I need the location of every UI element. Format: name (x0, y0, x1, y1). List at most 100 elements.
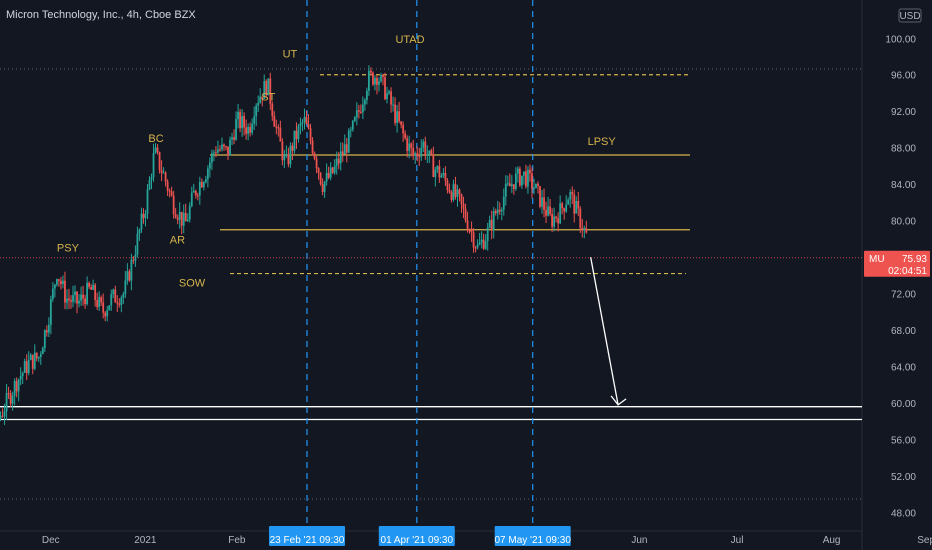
projection-arrow-head (610, 395, 627, 406)
candle-body (31, 354, 34, 369)
candle-body (351, 120, 354, 130)
candle-body (474, 247, 477, 249)
candle-body (448, 189, 451, 193)
candle-body (277, 127, 280, 129)
candle-body (553, 216, 556, 227)
y-tick-label: 88.00 (891, 144, 916, 155)
candle-body (323, 181, 326, 192)
candle-body (259, 96, 262, 103)
candle-body (460, 194, 463, 204)
candle-body (243, 116, 246, 128)
candle-body (466, 220, 469, 231)
candle-body (1, 415, 4, 417)
candle-body (158, 152, 161, 171)
candle-body (355, 110, 358, 118)
candle-body (176, 217, 179, 220)
candle-body (29, 354, 32, 360)
candle-body (174, 214, 177, 218)
candle-body (140, 213, 143, 230)
candle-body (583, 228, 586, 231)
candle-body (299, 123, 302, 127)
candle-body (525, 171, 527, 187)
candle-body (462, 203, 465, 209)
candle-body (490, 219, 493, 231)
candle-body (335, 158, 338, 166)
candle-body (313, 153, 316, 159)
candle-body (488, 219, 491, 228)
candle-body (543, 197, 545, 210)
last-price-value: 75.93 (902, 254, 927, 265)
candle-body (110, 294, 113, 306)
candle-body (353, 117, 356, 121)
candle-body (408, 143, 411, 151)
candle-body (428, 150, 431, 155)
y-tick-label: 72.00 (891, 290, 916, 301)
candle-body (49, 299, 52, 325)
candle-body (321, 184, 324, 192)
candle-body (545, 209, 547, 216)
candle-body (390, 91, 392, 105)
candle-body (285, 154, 288, 156)
x-tick-label: Feb (228, 535, 246, 546)
candle-body (343, 144, 346, 155)
wyckoff-label: ST (261, 91, 275, 103)
candle-body (317, 168, 320, 173)
y-tick-label: 96.00 (891, 71, 916, 82)
candle-body (9, 393, 12, 404)
candle-body (541, 197, 543, 207)
candle-body (150, 177, 153, 180)
candle-body (96, 300, 99, 307)
candle-body (66, 298, 68, 303)
candle-body (188, 206, 191, 220)
candle-body (434, 169, 437, 177)
candle-body (380, 74, 382, 82)
candle-body (378, 81, 380, 85)
candle-body (370, 70, 372, 73)
candle-body (339, 151, 342, 164)
candle-body (255, 105, 258, 117)
candle-body (573, 194, 576, 214)
candle-body (98, 297, 101, 307)
candle-body (518, 168, 521, 186)
candle-body (319, 172, 322, 185)
candle-body (202, 182, 205, 188)
candle-body (263, 81, 266, 99)
candle-body (281, 141, 284, 161)
candle-body (253, 116, 256, 124)
candle-body (192, 190, 195, 193)
candle-body (182, 212, 185, 226)
candle-body (309, 128, 312, 141)
candle-body (106, 310, 109, 317)
projection-arrow-line (590, 257, 619, 406)
y-tick-label: 68.00 (891, 326, 916, 337)
candle-body (267, 78, 270, 96)
candle-body (249, 126, 252, 133)
candle-body (78, 300, 80, 304)
candle-body (450, 192, 453, 200)
candle-body (406, 138, 409, 151)
currency-label: USD (899, 11, 920, 22)
candle-body (53, 284, 56, 289)
candle-body (521, 175, 523, 186)
candle-body (537, 183, 539, 186)
candle-body (56, 279, 58, 285)
candle-body (529, 169, 531, 174)
candle-body (70, 300, 72, 302)
candle-body (92, 284, 95, 290)
candle-body (523, 171, 525, 176)
wyckoff-label: SOW (179, 277, 206, 289)
candle-body (25, 361, 28, 374)
candle-body (386, 93, 388, 100)
y-tick-label: 48.00 (891, 509, 916, 520)
candle-body (62, 280, 64, 285)
candle-body (494, 210, 497, 214)
candle-body (472, 232, 475, 248)
candle-body (84, 298, 86, 305)
symbol-title: Micron Technology, Inc., 4h, Cboe BZX (6, 9, 196, 21)
candle-body (331, 167, 334, 173)
candle-body (245, 127, 248, 134)
candle-body (384, 76, 386, 100)
candle-body (219, 149, 221, 151)
candle-body (168, 190, 171, 192)
